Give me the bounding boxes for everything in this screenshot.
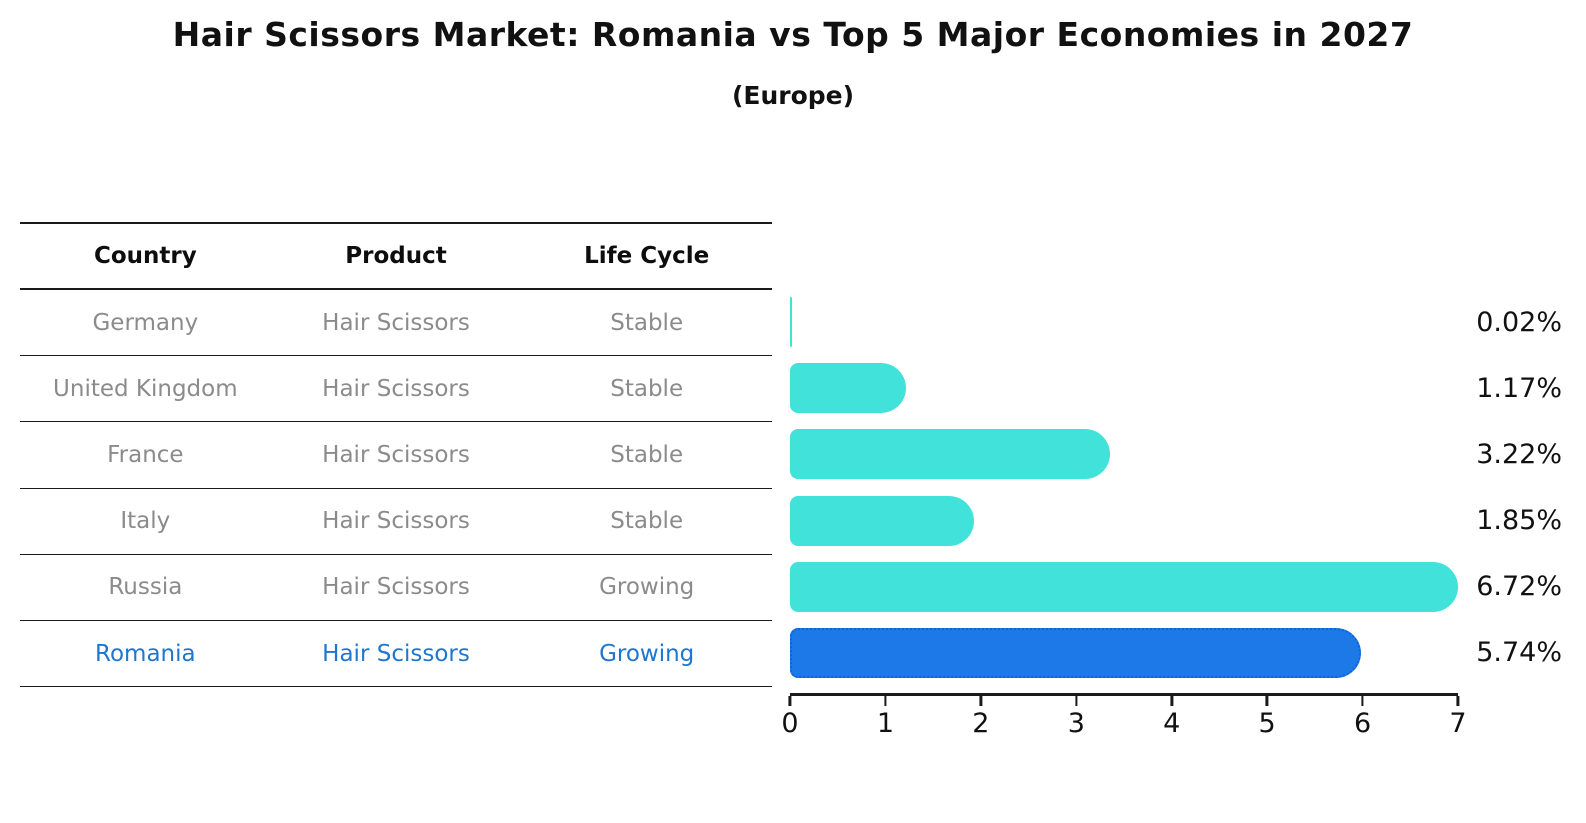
table-row-romania: Romania Hair Scissors Growing — [20, 621, 772, 688]
cell-life-cycle: Growing — [599, 640, 695, 667]
cell-country: Italy — [120, 508, 171, 535]
table-header-row: Country Product Life Cycle — [20, 224, 772, 290]
cell-country: Romania — [95, 640, 196, 667]
x-tick-3: 3 — [1068, 696, 1085, 739]
x-tick-label: 7 — [1449, 708, 1467, 739]
bar-romania — [790, 627, 1361, 678]
cell-product: Hair Scissors — [322, 640, 470, 667]
cell-life-cycle: Stable — [610, 309, 684, 336]
x-tick-mark — [1075, 696, 1078, 706]
table-row-italy: Italy Hair Scissors Stable — [20, 489, 772, 555]
bar-row-france — [790, 421, 1458, 487]
x-tick-mark — [1456, 696, 1460, 706]
cell-country: Russia — [108, 574, 183, 601]
x-tick-label: 3 — [1067, 708, 1085, 739]
bar-row-russia — [790, 554, 1458, 620]
x-tick-mark — [788, 696, 792, 706]
value-label-germany: 0.02% — [1476, 306, 1562, 338]
x-tick-5: 5 — [1259, 696, 1276, 739]
cell-life-cycle: Stable — [610, 441, 684, 468]
x-tick-label: 2 — [972, 708, 990, 739]
x-tick-label: 6 — [1353, 708, 1372, 739]
x-tick-label: 4 — [1163, 708, 1181, 739]
cell-product: Hair Scissors — [322, 309, 470, 336]
x-tick-mark — [884, 696, 887, 706]
page-subtitle: (Europe) — [731, 81, 855, 110]
bar-row-italy — [790, 488, 1458, 554]
table-row-germany: Germany Hair Scissors Stable — [20, 290, 772, 357]
value-label-france: 3.22% — [1476, 438, 1562, 470]
x-tick-mark — [979, 696, 983, 706]
cell-product: Hair Scissors — [322, 441, 470, 468]
value-label-romania: 5.74% — [1476, 637, 1562, 669]
x-tick-7: 7 — [1449, 696, 1467, 739]
x-tick-label: 1 — [876, 708, 895, 739]
bar-chart — [790, 289, 1458, 686]
cell-product: Hair Scissors — [322, 574, 470, 601]
table-row-france: France Hair Scissors Stable — [20, 422, 772, 489]
x-tick-label: 5 — [1258, 708, 1276, 739]
cell-life-cycle: Stable — [610, 375, 684, 402]
x-tick-2: 2 — [972, 696, 989, 739]
value-label-united-kingdom: 1.17% — [1476, 372, 1562, 404]
x-tick-mark — [1361, 696, 1364, 706]
bar-row-romania — [790, 620, 1458, 686]
x-tick-mark — [1265, 696, 1269, 706]
x-tick-6: 6 — [1354, 696, 1371, 739]
bar-france — [790, 429, 1111, 480]
header-cell-country: Country — [93, 243, 197, 269]
table-row-united-kingdom: United Kingdom Hair Scissors Stable — [20, 356, 772, 423]
bar-italy — [790, 495, 974, 546]
cell-life-cycle: Stable — [610, 508, 684, 535]
bar-russia — [790, 561, 1458, 612]
x-tick-1: 1 — [877, 696, 894, 739]
bar-united-kingdom — [790, 363, 907, 414]
cell-country: France — [107, 441, 184, 468]
value-label-column: 0.02% 1.17% 3.22% 1.85% 6.72% 5.74% — [1458, 289, 1562, 686]
page-title: Hair Scissors Market: Romania vs Top 5 M… — [172, 15, 1414, 54]
bar-germany — [790, 297, 792, 348]
cell-product: Hair Scissors — [322, 375, 470, 402]
cell-life-cycle: Growing — [599, 574, 695, 601]
header-cell-product: Product — [345, 243, 447, 269]
x-tick-mark — [1170, 696, 1173, 706]
cell-country: United Kingdom — [53, 375, 238, 402]
table-row-russia: Russia Hair Scissors Growing — [20, 555, 772, 621]
comparison-table: Country Product Life Cycle Germany Hair … — [20, 222, 772, 688]
value-label-italy: 1.85% — [1476, 505, 1562, 537]
bar-row-united-kingdom — [790, 355, 1458, 421]
bar-row-germany — [790, 289, 1458, 355]
x-tick-0: 0 — [781, 696, 799, 739]
cell-product: Hair Scissors — [322, 508, 470, 535]
value-label-russia: 6.72% — [1476, 571, 1562, 603]
cell-country: Germany — [92, 309, 199, 336]
x-axis-line — [790, 693, 1458, 696]
header-cell-life-cycle: Life Cycle — [584, 243, 710, 269]
x-tick-label: 0 — [781, 708, 799, 739]
x-tick-4: 4 — [1163, 696, 1180, 739]
